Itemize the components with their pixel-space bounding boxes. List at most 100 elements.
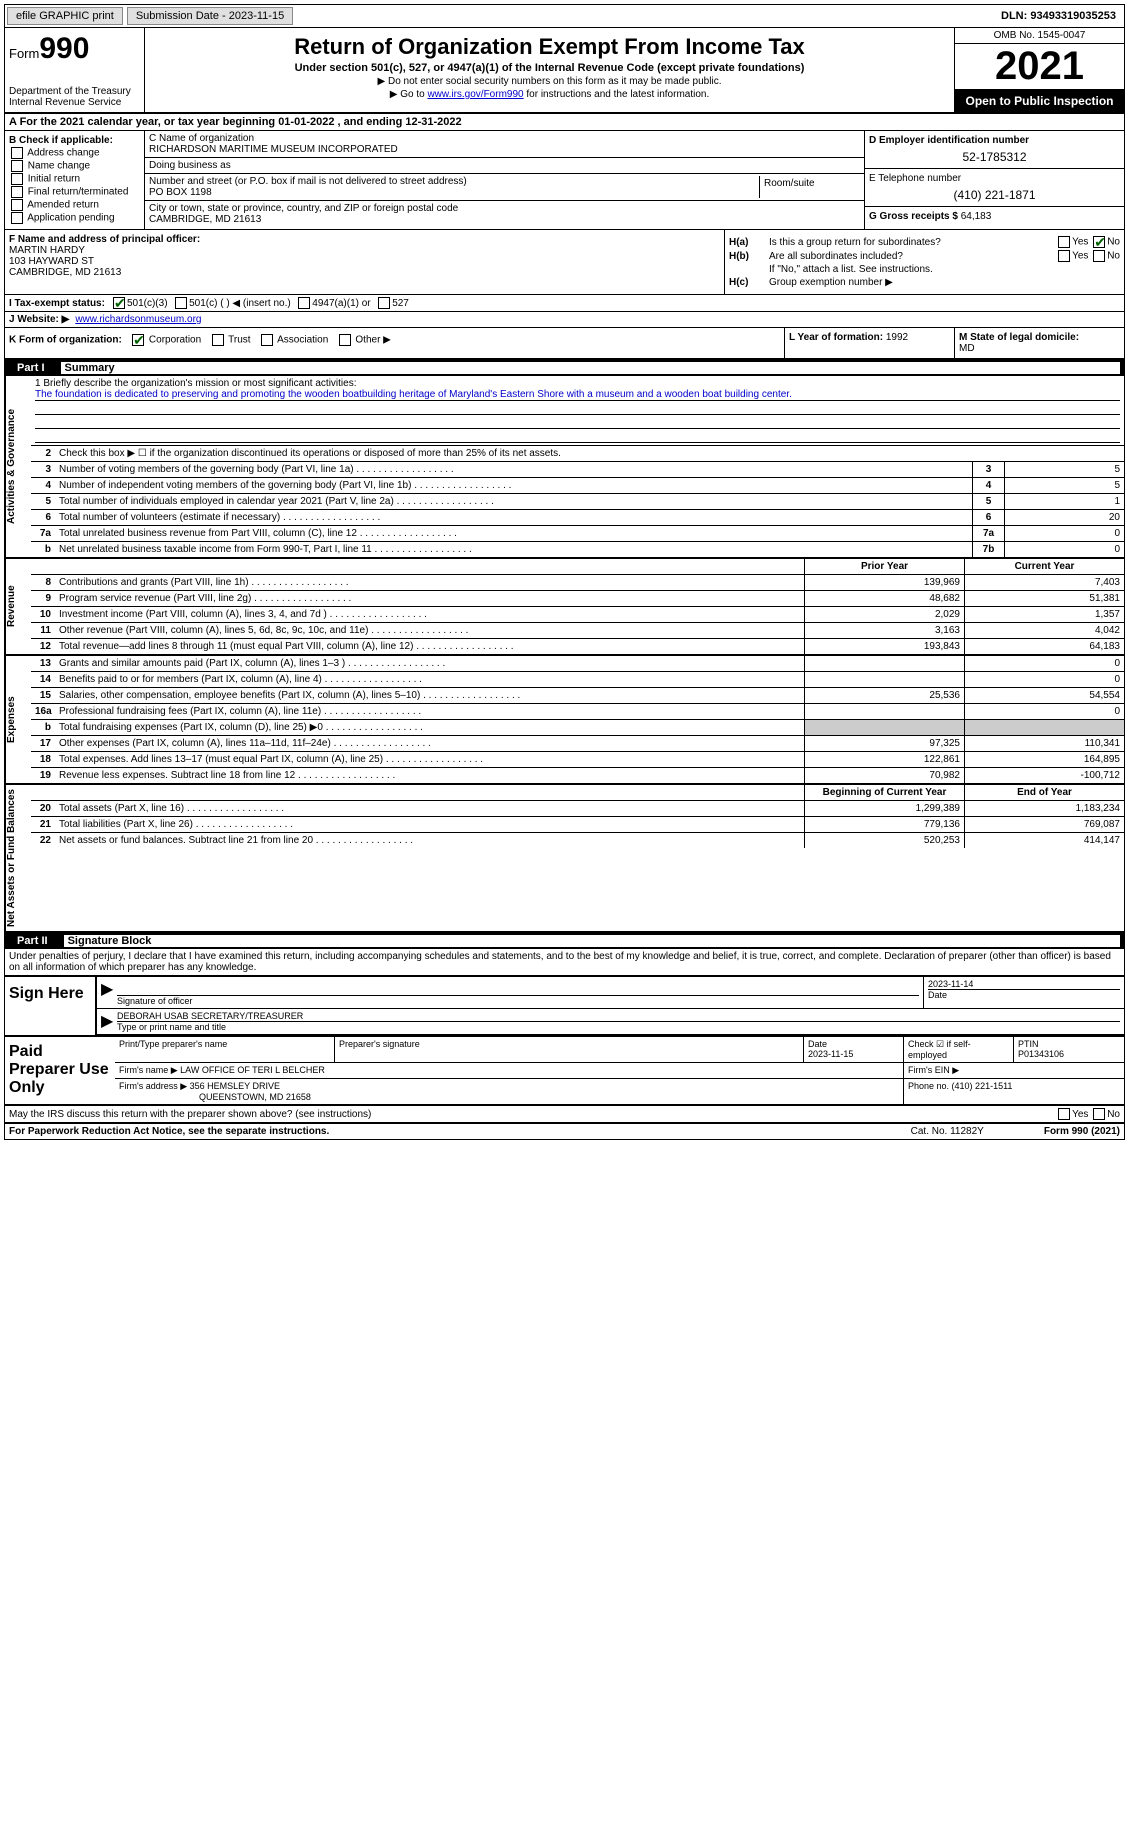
officer-printed-name: DEBORAH USAB SECRETARY/TREASURER — [117, 1011, 1120, 1021]
website-link[interactable]: www.richardsonmuseum.org — [75, 314, 201, 325]
hb-note: If "No," attach a list. See instructions… — [729, 264, 1120, 275]
row-9: 9 Program service revenue (Part VIII, li… — [31, 591, 1124, 607]
ssn-note: ▶ Do not enter social security numbers o… — [149, 76, 950, 87]
officer-label: F Name and address of principal officer: — [9, 234, 200, 245]
prep-self-employed: Check ☑ if self-employed — [904, 1037, 1014, 1062]
gov-row-5: 5 Total number of individuals employed i… — [31, 494, 1124, 510]
501c-checkbox[interactable] — [175, 297, 187, 309]
dln-label: DLN: — [1001, 10, 1030, 22]
org-name-label: C Name of organization — [149, 133, 860, 144]
dba-cell: Doing business as — [145, 158, 864, 174]
check-final-return[interactable]: Final return/terminated — [9, 186, 140, 198]
line-k-form-org: K Form of organization: Corporation Trus… — [5, 328, 784, 358]
ha-yes-checkbox[interactable] — [1058, 236, 1070, 248]
cat-number: Cat. No. 11282Y — [911, 1126, 984, 1137]
501c3-checkbox[interactable] — [113, 297, 125, 309]
end-year-header: End of Year — [964, 785, 1124, 800]
prep-name-label: Print/Type preparer's name — [119, 1039, 330, 1049]
room-label: Room/suite — [760, 176, 860, 198]
tax-year: 2021 — [955, 44, 1124, 90]
firm-addr2: QUEENSTOWN, MD 21658 — [119, 1092, 311, 1102]
row-14: 14 Benefits paid to or for members (Part… — [31, 672, 1124, 688]
column-d-e-g: D Employer identification number 52-1785… — [864, 131, 1124, 229]
form-number: Form990 — [9, 32, 140, 66]
discuss-yes-checkbox[interactable] — [1058, 1108, 1070, 1120]
mission-label: 1 Briefly describe the organization's mi… — [35, 378, 1120, 389]
submission-date-button[interactable]: Submission Date - 2023-11-15 — [127, 7, 293, 25]
revenue-header-row: Prior Year Current Year — [31, 559, 1124, 575]
corp-checkbox[interactable] — [132, 334, 144, 346]
gov-row-7a: 7a Total unrelated business revenue from… — [31, 526, 1124, 542]
row-20: 20 Total assets (Part X, line 16) 1,299,… — [31, 801, 1124, 817]
check-amended-return[interactable]: Amended return — [9, 199, 140, 211]
efile-print-button[interactable]: efile GRAPHIC print — [7, 7, 123, 25]
officer-sub-label: Type or print name and title — [117, 1021, 1120, 1032]
other-checkbox[interactable] — [339, 334, 351, 346]
irs-gov-link[interactable]: www.irs.gov/Form990 — [427, 89, 523, 100]
sign-here-block: Sign Here ▶ Signature of officer 2023-11… — [5, 976, 1124, 1037]
ptin-label: PTIN — [1018, 1039, 1039, 1049]
hb-no-checkbox[interactable] — [1093, 250, 1105, 262]
officer-addr2: CAMBRIDGE, MD 21613 — [9, 267, 720, 278]
hc-text: Group exemption number ▶ — [769, 277, 1120, 288]
ha-label: H(a) — [729, 237, 769, 248]
line-m-state: M State of legal domicile:MD — [954, 328, 1124, 358]
city-cell: City or town, state or province, country… — [145, 201, 864, 227]
row-13: 13 Grants and similar amounts paid (Part… — [31, 656, 1124, 672]
ein-cell: D Employer identification number 52-1785… — [865, 131, 1124, 169]
discuss-no-checkbox[interactable] — [1093, 1108, 1105, 1120]
street-value: PO BOX 1198 — [149, 187, 759, 198]
trust-checkbox[interactable] — [212, 334, 224, 346]
row-8: 8 Contributions and grants (Part VIII, l… — [31, 575, 1124, 591]
row-18: 18 Total expenses. Add lines 13–17 (must… — [31, 752, 1124, 768]
check-address-change[interactable]: Address change — [9, 147, 140, 159]
check-initial-return[interactable]: Initial return — [9, 173, 140, 185]
mission-block: 1 Briefly describe the organization's mi… — [31, 376, 1124, 446]
part1-netassets: Net Assets or Fund Balances Beginning of… — [5, 785, 1124, 933]
part2-number: Part II — [9, 935, 56, 947]
irs-link-note: ▶ Go to www.irs.gov/Form990 for instruct… — [149, 89, 950, 100]
line-2: 2 Check this box ▶ ☐ if the organization… — [31, 446, 1124, 462]
check-name-change[interactable]: Name change — [9, 160, 140, 172]
row-22: 22 Net assets or fund balances. Subtract… — [31, 833, 1124, 848]
vlabel-revenue: Revenue — [5, 559, 31, 654]
part-2-header: Part II Signature Block — [5, 933, 1124, 949]
mission-text: The foundation is dedicated to preservin… — [35, 389, 1120, 401]
sig-date: 2023-11-14 — [928, 979, 1120, 989]
street-label: Number and street (or P.O. box if mail i… — [149, 176, 759, 187]
hb-yes-checkbox[interactable] — [1058, 250, 1070, 262]
open-to-public: Open to Public Inspection — [955, 90, 1124, 112]
gross-value: 64,183 — [961, 211, 992, 222]
officer-addr1: 103 HAYWARD ST — [9, 256, 720, 267]
527-checkbox[interactable] — [378, 297, 390, 309]
prior-year-header: Prior Year — [804, 559, 964, 574]
prep-sig-label: Preparer's signature — [339, 1039, 799, 1049]
row-11: 11 Other revenue (Part VIII, column (A),… — [31, 623, 1124, 639]
discuss-line: May the IRS discuss this return with the… — [5, 1106, 1124, 1124]
omb-number: OMB No. 1545-0047 — [955, 28, 1124, 44]
line-l-year: L Year of formation: 1992 — [784, 328, 954, 358]
check-application-pending[interactable]: Application pending — [9, 212, 140, 224]
telephone-cell: E Telephone number (410) 221-1871 — [865, 169, 1124, 207]
page-footer: For Paperwork Reduction Act Notice, see … — [5, 1124, 1124, 1139]
ha-no-checkbox[interactable] — [1093, 236, 1105, 248]
row-19: 19 Revenue less expenses. Subtract line … — [31, 768, 1124, 783]
part2-title: Signature Block — [64, 935, 1120, 947]
4947-checkbox[interactable] — [298, 297, 310, 309]
row-15: 15 Salaries, other compensation, employe… — [31, 688, 1124, 704]
ha-text: Is this a group return for subordinates? — [769, 237, 1056, 248]
column-c-org-info: C Name of organization RICHARDSON MARITI… — [145, 131, 864, 229]
assoc-checkbox[interactable] — [261, 334, 273, 346]
line-i-tax-exempt: I Tax-exempt status: 501(c)(3) 501(c) ( … — [5, 295, 1124, 312]
netassets-header-row: Beginning of Current Year End of Year — [31, 785, 1124, 801]
section-f-h: F Name and address of principal officer:… — [5, 230, 1124, 295]
row-21: 21 Total liabilities (Part X, line 26) 7… — [31, 817, 1124, 833]
hc-label: H(c) — [729, 277, 769, 288]
section-b-to-g: B Check if applicable: Address change Na… — [5, 131, 1124, 230]
note2-post: for instructions and the latest informat… — [524, 89, 710, 100]
gov-row-4: 4 Number of independent voting members o… — [31, 478, 1124, 494]
part1-title: Summary — [61, 362, 1120, 374]
tel-value: (410) 221-1871 — [869, 184, 1120, 202]
signature-arrow-icon-2: ▶ — [97, 1009, 113, 1034]
dba-label: Doing business as — [149, 160, 860, 171]
